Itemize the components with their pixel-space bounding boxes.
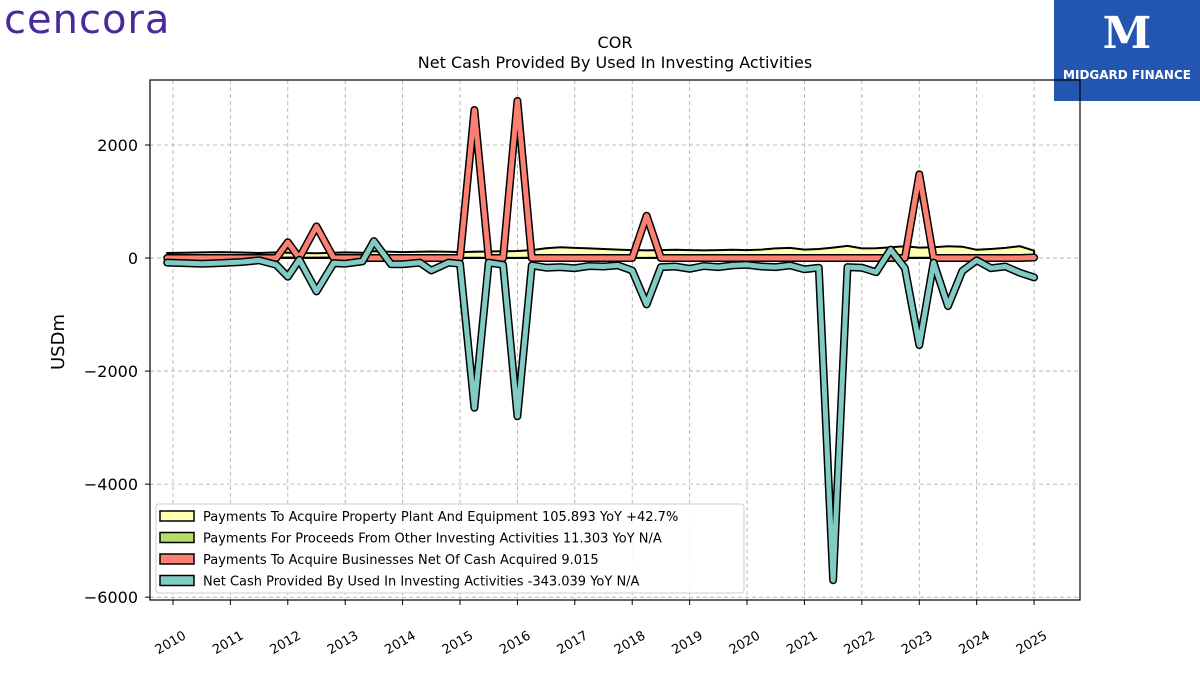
y-tick-label: −2000 (84, 362, 138, 381)
legend-label-3: Net Cash Provided By Used In Investing A… (203, 575, 640, 590)
legend-label-0: Payments To Acquire Property Plant And E… (203, 510, 678, 525)
x-tick-label: 2024 (957, 628, 993, 658)
legend-swatch-2 (159, 553, 195, 565)
x-tick-label: 2022 (842, 628, 878, 658)
x-tick-label: 2017 (555, 628, 591, 658)
series-outline-2 (163, 96, 1039, 262)
plot-frame (149, 79, 1081, 601)
cencora-logo-text: cencora (4, 0, 171, 43)
y-tick-label: −4000 (84, 475, 138, 494)
midgard-logo-mark: M (1102, 8, 1152, 59)
x-tick-label: 2023 (899, 628, 935, 658)
legend-swatch-1 (159, 531, 195, 544)
x-tick-label: 2014 (382, 628, 418, 658)
x-tick-label: 2015 (440, 628, 476, 658)
legend-label-1: Payments For Proceeds From Other Investi… (203, 532, 662, 547)
midgard-finance-logo: M MIDGARD FINANCE (1054, 0, 1200, 101)
x-tick-label: 2013 (325, 628, 361, 658)
chart-title: COR (598, 33, 633, 52)
x-tick-label: 2010 (153, 628, 189, 658)
x-tick-label: 2011 (210, 628, 246, 658)
chart-subtitle: Net Cash Provided By Used In Investing A… (418, 53, 812, 72)
x-tick-label: 2025 (1014, 628, 1050, 658)
legend-box (155, 503, 745, 594)
y-tick-label: 0 (128, 249, 138, 268)
y-tick-label: 2000 (97, 136, 138, 155)
legend-swatch-3 (159, 574, 195, 587)
x-tick-label: 2016 (497, 628, 533, 658)
series-line-2 (164, 98, 1037, 261)
y-axis-ticks: 2000 0 −2000 −4000 −6000 (84, 136, 150, 607)
line-series-group (163, 96, 1039, 585)
y-tick-label: −6000 (84, 588, 138, 607)
legend-label-2: Payments To Acquire Businesses Net Of Ca… (203, 553, 599, 568)
legend: Payments To Acquire Property Plant And E… (155, 503, 745, 594)
cencora-logo: cencora (4, 0, 170, 40)
x-tick-label: 2021 (784, 628, 820, 658)
x-tick-label: 2018 (612, 628, 648, 658)
x-axis-ticks: 2010 2011 2012 2013 2014 2015 2016 2017 2018 2019… (153, 600, 1050, 658)
x-tick-label: 2012 (268, 628, 304, 658)
x-tick-label: 2019 (669, 628, 705, 658)
grid-lines (150, 80, 1080, 600)
midgard-logo-text: MIDGARD FINANCE (1063, 68, 1191, 82)
legend-swatch-0 (159, 510, 195, 522)
x-tick-label: 2020 (727, 628, 763, 658)
y-axis-label: USDm (48, 314, 69, 370)
series-line-3 (164, 238, 1037, 583)
